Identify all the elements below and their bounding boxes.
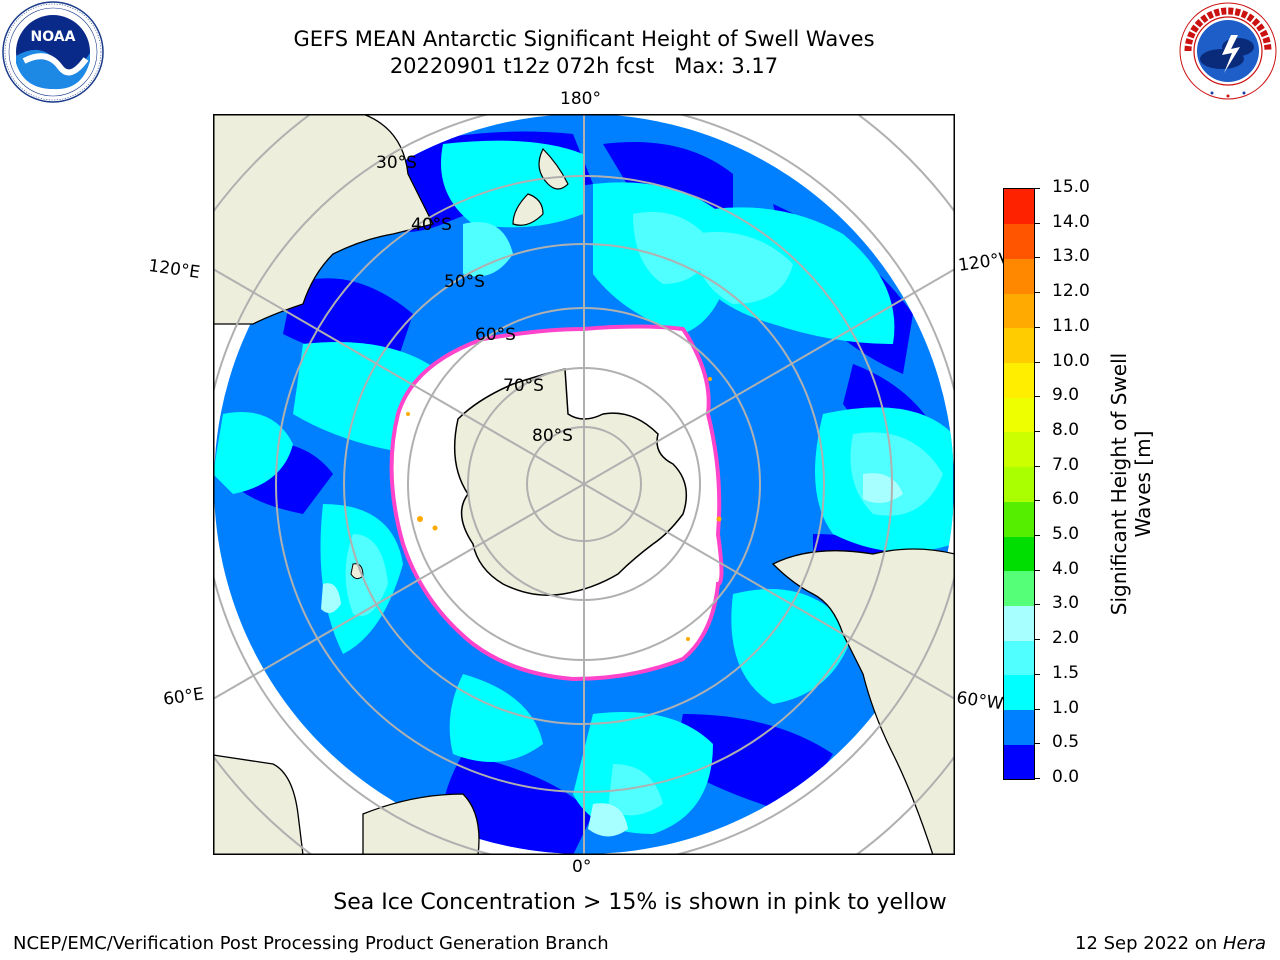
sea-ice-note: Sea Ice Concentration > 15% is shown in …: [333, 890, 947, 915]
colorbar-tick: [1034, 292, 1040, 294]
longitude-lines: [213, 114, 955, 855]
australia-land: [213, 114, 434, 325]
colorbar-segment: [1004, 709, 1034, 745]
colorbar-title-line1: Significant Height of Swell: [1107, 352, 1131, 616]
lon-label-0: 0°: [572, 857, 592, 877]
colorbar-title: Significant Height of Swell Waves [m]: [1107, 324, 1155, 644]
colorbar-segment: [1004, 640, 1034, 676]
lon-label-60w: 60°W: [955, 688, 1005, 715]
colorbar-segment: [1004, 744, 1034, 780]
footer-left: NCEP/EMC/Verification Post Processing Pr…: [13, 933, 609, 954]
colorbar-segment: [1004, 536, 1034, 572]
colorbar-tick: [1034, 188, 1040, 189]
colorbar-tick: [1034, 535, 1040, 537]
colorbar-tick-label: 0.5: [1052, 732, 1080, 753]
colorbar-tick-label: 13.0: [1052, 246, 1090, 267]
colorbar-tick: [1034, 222, 1040, 224]
noaa-logo: NOAA: [2, 1, 104, 103]
colorbar-tick-label: 10.0: [1052, 350, 1090, 371]
chart-title: GEFS MEAN Antarctic Significant Height o…: [293, 27, 875, 51]
map-frame: [213, 114, 955, 855]
colorbar-tick: [1034, 673, 1040, 675]
colorbar-segment: [1004, 605, 1034, 641]
lat-label-60s: 60°S: [475, 325, 516, 345]
colorbar-tick: [1034, 743, 1040, 745]
colorbar-tick: [1034, 326, 1040, 328]
colorbar-tick: [1034, 500, 1040, 502]
colorbar-tick-label: 8.0: [1052, 419, 1080, 440]
colorbar-segment: [1004, 189, 1034, 225]
chart-subtitle: 20220901 t12z 072h fcst Max: 3.17: [389, 54, 779, 78]
lon-label-60e: 60°E: [162, 684, 206, 710]
colorbar-tick: [1034, 639, 1040, 641]
colorbar-tick-label: 9.0: [1052, 385, 1080, 406]
colorbar-tick-label: 7.0: [1052, 454, 1080, 475]
antarctica-land: [453, 368, 688, 596]
colorbar-segment: [1004, 570, 1034, 606]
colorbar-tick-label: 11.0: [1052, 315, 1090, 336]
footer-machine: Hera: [1222, 933, 1266, 954]
colorbar-segment: [1004, 397, 1034, 433]
colorbar-tick: [1034, 604, 1040, 606]
south-polar-swell-map: 30°S 40°S 50°S 60°S 70°S 80°S: [213, 114, 955, 855]
colorbar-tick-label: 12.0: [1052, 281, 1090, 302]
colorbar-segment: [1004, 223, 1034, 259]
colorbar-segment: [1004, 466, 1034, 502]
lat-label-70s: 70°S: [503, 376, 544, 396]
colorbar-tick: [1034, 465, 1040, 467]
colorbar-tick-label: 1.5: [1052, 662, 1080, 683]
colorbar-tick-label: 1.0: [1052, 697, 1080, 718]
lon-label-180: 180°: [560, 89, 601, 109]
colorbar-segment: [1004, 431, 1034, 468]
colorbar-segment: [1004, 362, 1034, 398]
colorbar-segment: [1004, 327, 1034, 364]
colorbar-tick-label: 2.0: [1052, 628, 1080, 649]
footer-date: 12 Sep 2022 on: [1075, 933, 1223, 954]
colorbar-segment: [1004, 674, 1034, 711]
colorbar: [1003, 188, 1035, 780]
colorbar-tick: [1034, 396, 1040, 398]
colorbar-segment: [1004, 293, 1034, 329]
lon-label-120e: 120°E: [147, 256, 202, 284]
colorbar-tick-label: 5.0: [1052, 524, 1080, 545]
colorbar-tick-label: 4.0: [1052, 558, 1080, 579]
colorbar-segment: [1004, 258, 1034, 294]
colorbar-tick-label: 0.0: [1052, 767, 1080, 787]
lat-label-30s: 30°S: [376, 153, 417, 173]
national-weather-service-logo: [1179, 2, 1277, 100]
colorbar-tick: [1034, 257, 1040, 259]
colorbar-tick-label: 15.0: [1052, 177, 1090, 197]
colorbar-tick: [1034, 430, 1040, 432]
lat-label-50s: 50°S: [444, 272, 485, 292]
colorbar-tick: [1034, 361, 1040, 363]
colorbar-tick: [1034, 778, 1040, 779]
colorbar-tick: [1034, 708, 1040, 710]
lat-label-80s: 80°S: [532, 426, 573, 446]
colorbar-tick: [1034, 569, 1040, 571]
south-america-land: [771, 548, 955, 855]
colorbar-tick-label: 6.0: [1052, 489, 1080, 510]
colorbar-segment: [1004, 501, 1034, 537]
footer-right: 12 Sep 2022 on Hera: [1075, 933, 1266, 954]
colorbar-title-line2: Waves [m]: [1131, 430, 1155, 538]
noaa-logo-text: NOAA: [31, 29, 76, 45]
colorbar-tick-label: 3.0: [1052, 593, 1080, 614]
lat-label-40s: 40°S: [411, 215, 452, 235]
colorbar-tick-label: 14.0: [1052, 211, 1090, 232]
